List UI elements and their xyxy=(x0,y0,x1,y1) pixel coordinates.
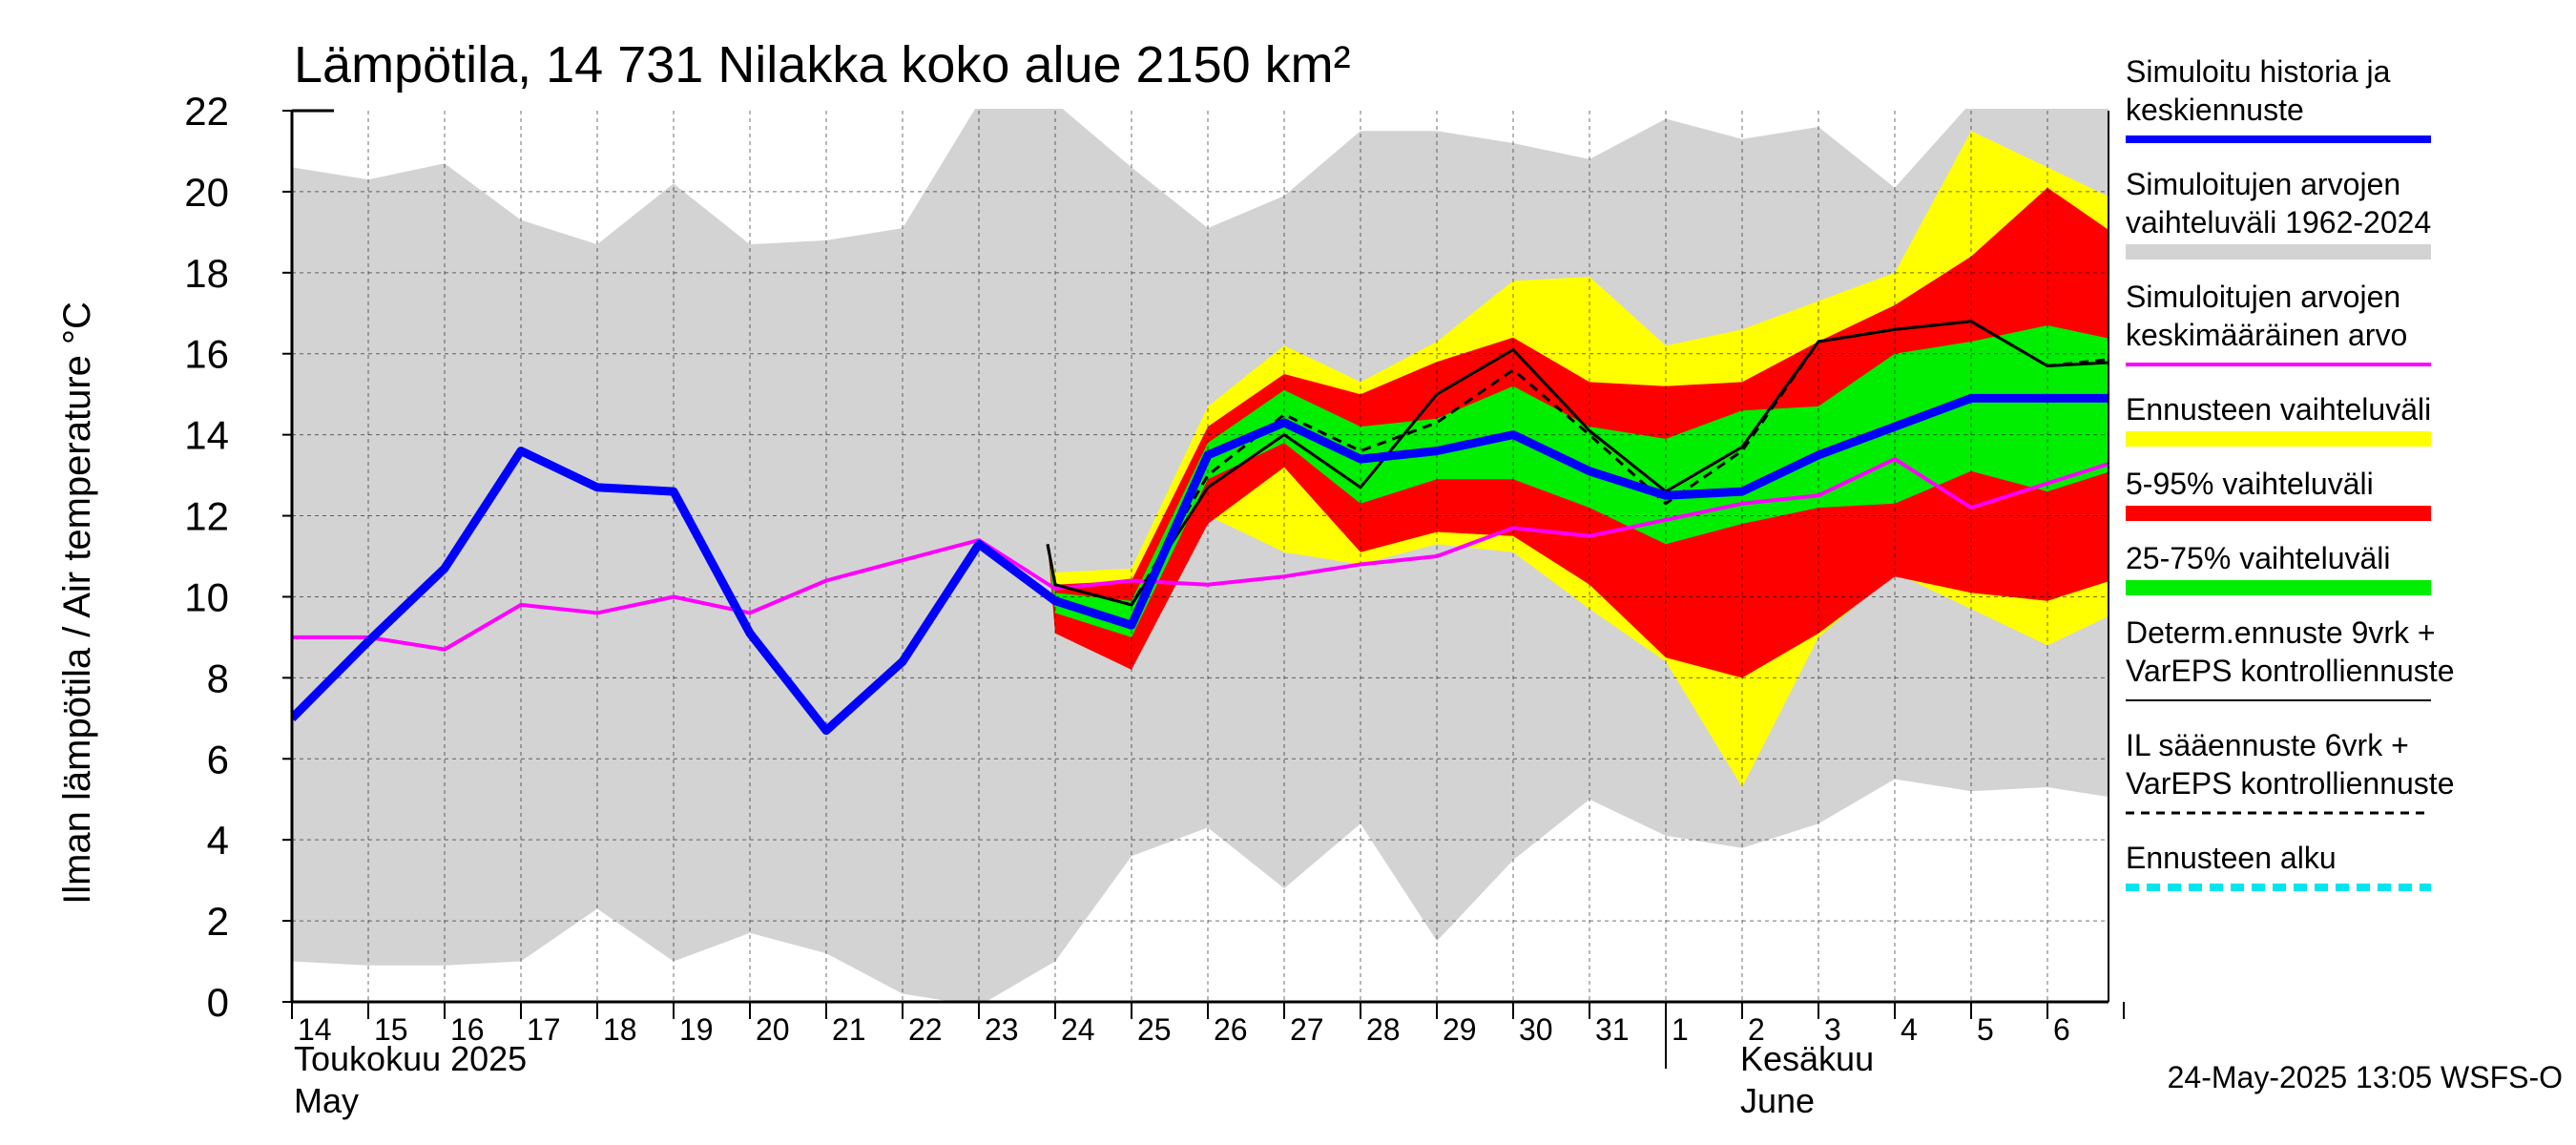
legend-label: Ennusteen vaihteluväli xyxy=(2126,392,2431,427)
x-tick-label: 14 xyxy=(298,1012,332,1047)
x-tick-label: 5 xyxy=(1977,1012,1994,1047)
x-tick-label: 3 xyxy=(1824,1012,1841,1047)
y-tick-label: 0 xyxy=(207,980,229,1025)
legend-label: 5-95% vaihteluväli xyxy=(2126,467,2374,501)
legend: Simuloitu historia ja keskiennuste Simuloi… xyxy=(2126,54,2454,891)
legend-label: Simuloitujen arvojen xyxy=(2126,280,2400,314)
y-tick-label: 8 xyxy=(207,656,229,700)
y-tick-label: 10 xyxy=(184,574,229,619)
x-tick-label: 15 xyxy=(374,1012,408,1047)
x-tick-label: 19 xyxy=(679,1012,714,1047)
timestamp: 24-May-2025 13:05 WSFS-O xyxy=(2168,1060,2563,1094)
x-tick-label: 16 xyxy=(450,1012,485,1047)
x-tick-label: 21 xyxy=(832,1012,866,1047)
y-tick-label: 2 xyxy=(207,899,229,944)
x-tick-label: 22 xyxy=(908,1012,943,1047)
y-tick-label: 4 xyxy=(207,818,229,863)
legend-label: 25-75% vaihteluväli xyxy=(2126,541,2391,575)
y-tick-label: 16 xyxy=(184,332,229,377)
y-tick-label: 12 xyxy=(184,494,229,539)
x-tick-label: 26 xyxy=(1214,1012,1248,1047)
x-tick-label: 23 xyxy=(985,1012,1019,1047)
x-tick-label: 17 xyxy=(527,1012,561,1047)
legend-label: Determ.ennuste 9vrk + xyxy=(2126,615,2436,650)
x-tick-label: 2 xyxy=(1748,1012,1765,1047)
band-0 xyxy=(292,109,2109,1002)
y-tick-label: 14 xyxy=(184,413,229,458)
legend-label: Simuloitujen arvojen xyxy=(2126,167,2400,201)
legend-label: VarEPS kontrolliennuste xyxy=(2126,654,2454,688)
x-tick-label: 1 xyxy=(1672,1012,1689,1047)
legend-label: Simuloitu historia ja xyxy=(2126,54,2391,89)
legend-label: VarEPS kontrolliennuste xyxy=(2126,766,2454,801)
month-label-en: May xyxy=(294,1081,359,1120)
band-3 xyxy=(1048,325,2109,637)
x-tick-label: 27 xyxy=(1290,1012,1324,1047)
chart-title: Lämpötila, 14 731 Nilakka koko alue 2150… xyxy=(294,36,1351,94)
series-line-3 xyxy=(292,393,2109,736)
month-label-en: June xyxy=(1740,1081,1815,1120)
month-label-fi: Kesäkuu xyxy=(1740,1039,1874,1078)
x-tick-label: 20 xyxy=(756,1012,790,1047)
x-tick-label: 30 xyxy=(1519,1012,1553,1047)
x-tick-label: 18 xyxy=(603,1012,637,1047)
x-tick-label: 24 xyxy=(1061,1012,1095,1047)
y-tick-label: 22 xyxy=(184,89,229,134)
grid xyxy=(292,111,2109,1002)
legend-label: vaihteluväli 1962-2024 xyxy=(2126,205,2431,239)
legend-label: IL sääennuste 6vrk + xyxy=(2126,728,2409,762)
legend-label: Ennusteen alku xyxy=(2126,841,2337,875)
x-tick-label: 28 xyxy=(1366,1012,1401,1047)
y-tick-label: 6 xyxy=(207,737,229,781)
x-tick-label: 29 xyxy=(1443,1012,1477,1047)
data-layer xyxy=(292,109,2109,1002)
series-line-0 xyxy=(292,457,2109,652)
legend-label: keskimääräinen arvo xyxy=(2126,318,2407,352)
x-tick-label: 6 xyxy=(2053,1012,2070,1047)
x-tick-label: 31 xyxy=(1595,1012,1630,1047)
x-tick-label: 25 xyxy=(1137,1012,1172,1047)
y-axis-label: Ilman lämpötila / Air temperature °C xyxy=(56,302,98,905)
legend-label: keskiennuste xyxy=(2126,93,2304,127)
y-tick-label: 18 xyxy=(184,251,229,296)
x-tick-label: 4 xyxy=(1901,1012,1918,1047)
month-label-fi: Toukokuu 2025 xyxy=(294,1039,527,1078)
y-tick-label: 20 xyxy=(184,170,229,215)
